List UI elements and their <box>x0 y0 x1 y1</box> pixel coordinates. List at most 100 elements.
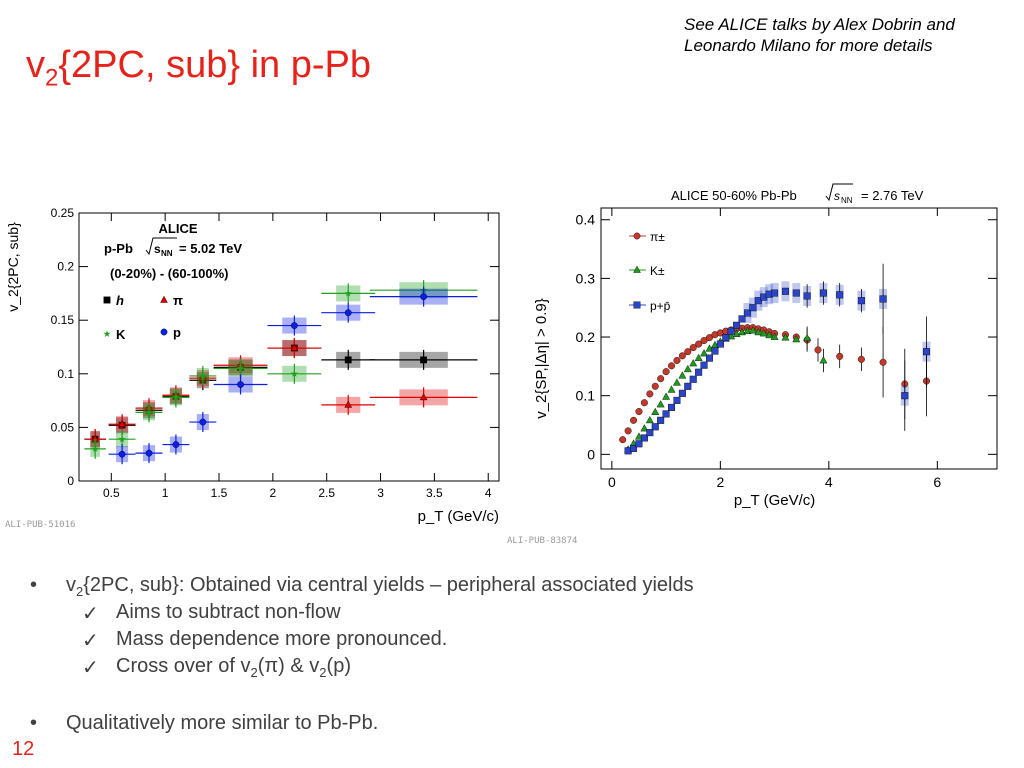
right-point-K± <box>683 364 692 373</box>
left-system-label: p-Pb <box>104 241 133 256</box>
right-point-π± <box>657 375 665 383</box>
right-point-π± <box>857 355 865 363</box>
page-number: 12 <box>12 738 35 760</box>
right-point-K± <box>705 344 714 352</box>
right-point-K± <box>754 327 763 336</box>
right-point-p+p̄ <box>733 321 741 329</box>
right-point-p+p̄ <box>668 403 676 411</box>
right-point-p+p̄ <box>879 295 887 303</box>
right-point-K± <box>743 326 752 335</box>
right-point-K± <box>640 424 649 432</box>
right-point-K± <box>662 392 671 400</box>
right-point-π± <box>684 348 692 356</box>
slide-title: v2{2PC, sub} in p-Pb <box>26 44 372 92</box>
left-legend-label: K <box>116 327 126 342</box>
left-point-p <box>237 381 244 388</box>
left-legend-label: h <box>116 293 124 308</box>
left-y-tick-label: 0.15 <box>51 313 75 327</box>
right-energy-label: = 2.76 TeV <box>861 188 924 203</box>
right-point-p+p̄ <box>700 361 708 369</box>
right-snn-subscript: NN <box>841 196 853 205</box>
right-y-tick-label: 0.2 <box>576 329 596 345</box>
right-point-p+p̄ <box>749 304 757 312</box>
right-point-p+p̄ <box>857 297 865 305</box>
reference-note: See ALICE talks by Alex Dobrin and Leona… <box>684 14 955 56</box>
left-point-p <box>118 450 126 458</box>
right-point-p+p̄ <box>630 444 638 452</box>
left-point-h <box>420 356 428 364</box>
left-point-K <box>344 289 352 297</box>
right-legend-marker <box>633 232 641 240</box>
right-point-K± <box>700 349 709 357</box>
right-point-π± <box>668 362 676 370</box>
right-snn-symbol: s <box>834 189 840 203</box>
right-point-π± <box>814 346 822 354</box>
right-x-tick-label: 4 <box>825 474 833 490</box>
right-point-p+p̄ <box>722 334 730 342</box>
right-point-π± <box>879 358 887 366</box>
left-centrality-label: (0-20%) - (60-100%) <box>110 266 229 281</box>
right-point-π± <box>700 337 708 345</box>
right-point-K± <box>656 400 665 408</box>
right-plot-frame <box>600 207 998 470</box>
right-point-p+p̄ <box>689 375 697 383</box>
bullet-subscript: 2 <box>76 584 84 599</box>
right-y-tick-label: 0.4 <box>576 212 596 228</box>
right-point-K± <box>803 333 812 342</box>
left-point-p <box>290 322 298 329</box>
left-point-K <box>236 364 245 372</box>
right-legend-label: π± <box>650 230 665 244</box>
right-y-tick-label: 0.1 <box>576 388 596 404</box>
left-point-K <box>290 370 298 377</box>
sqrt-icon <box>825 183 853 202</box>
left-point-K <box>118 435 126 443</box>
right-point-p+p̄ <box>819 289 827 297</box>
right-point-K± <box>781 333 790 341</box>
left-point-K <box>172 393 180 401</box>
left-point-p <box>420 293 428 301</box>
figures-canvas: 0.5 1 1.5 2 2.5 3 3.5 4 0 0.05 0.1 0.15 0.2 0.25 v_2{2… <box>5 183 998 525</box>
left-legend-label: π <box>173 293 183 308</box>
sqrt-icon <box>145 237 177 256</box>
left-point-K <box>199 372 207 380</box>
bullet-glyph: • <box>30 574 38 596</box>
right-point-p+p̄ <box>738 315 746 323</box>
left-snn-symbol: s <box>154 242 161 256</box>
left-point-π <box>419 393 428 401</box>
right-point-π± <box>695 340 703 348</box>
left-point-h <box>344 356 352 364</box>
bullet-text: v <box>66 574 76 596</box>
left-x-tick-label: 1.5 <box>211 486 228 500</box>
right-point-π± <box>646 390 654 398</box>
right-point-p+p̄ <box>836 291 844 299</box>
bullet-text: {2PC, sub}: Obtained via central yields … <box>83 574 694 596</box>
right-point-p+p̄ <box>684 382 692 390</box>
left-point-K <box>91 445 99 452</box>
left-y-tick-label: 0.1 <box>57 367 74 381</box>
left-y-tick-label: 0.2 <box>57 260 74 274</box>
right-point-π± <box>651 382 659 390</box>
right-point-p+p̄ <box>657 416 665 424</box>
right-y-tick-label: 0.3 <box>576 270 596 286</box>
right-point-π± <box>662 368 670 376</box>
left-point-p <box>344 309 352 317</box>
reference-note-line: See ALICE talks by Alex Dobrin and <box>684 15 955 34</box>
right-legend-marker <box>633 265 641 273</box>
left-legend-marker <box>103 330 111 338</box>
right-point-p+p̄ <box>922 348 930 356</box>
left-x-tick-label: 4 <box>485 486 492 500</box>
right-point-π± <box>635 408 643 416</box>
right-point-K± <box>645 415 654 424</box>
right-point-p+p̄ <box>640 434 648 442</box>
left-x-tick-label: 2.5 <box>318 486 335 500</box>
left-x-tick-label: 1 <box>162 486 169 500</box>
left-point-p <box>199 418 207 426</box>
right-y-tick-label: 0 <box>587 446 595 462</box>
left-x-tick-label: 3.5 <box>426 486 443 500</box>
right-legend-marker <box>633 301 641 309</box>
right-point-p+p̄ <box>705 354 713 362</box>
right-point-K± <box>792 335 801 343</box>
right-point-p+p̄ <box>711 347 719 355</box>
right-point-K± <box>672 378 681 386</box>
right-x-tick-label: 6 <box>933 474 941 490</box>
